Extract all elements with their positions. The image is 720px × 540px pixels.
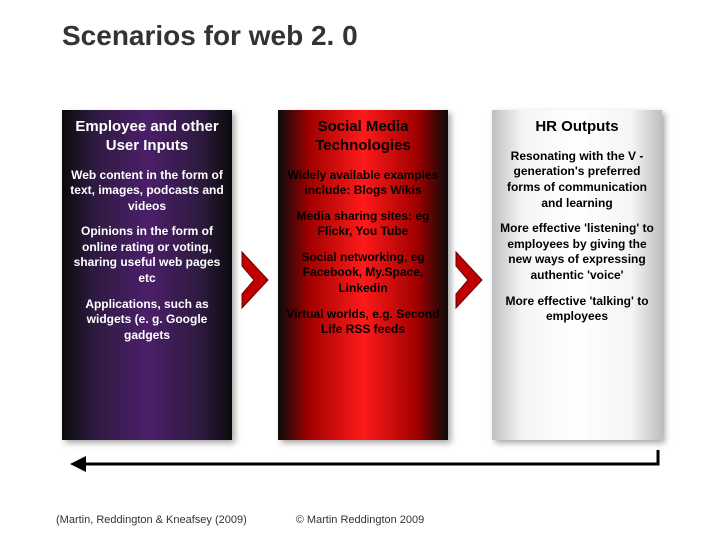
column-item: More effective 'talking' to employees — [498, 294, 656, 325]
column-employee-inputs: Employee and other User Inputs Web conte… — [62, 110, 232, 440]
column-header: Social Media Technologies — [284, 118, 442, 156]
column-header: HR Outputs — [498, 118, 656, 137]
column-item: Resonating with the V -generation's pref… — [498, 149, 656, 211]
column-social-media: Social Media Technologies Widely availab… — [278, 110, 448, 440]
column-item: Applications, such as widgets (e. g. Goo… — [68, 297, 226, 344]
column-item: Social networking, eg Facebook, My.Space… — [284, 250, 442, 297]
column-item: Widely available examples include: Blogs… — [284, 168, 442, 199]
column-item: Media sharing sites: eg Flickr, You Tube — [284, 209, 442, 240]
column-item: More effective 'listening' to employees … — [498, 221, 656, 283]
column-item: Web content in the form of text, images,… — [68, 168, 226, 215]
column-item: Virtual worlds, e.g. Second Life RSS fee… — [284, 307, 442, 338]
copyright-text: © Martin Reddington 2009 — [0, 514, 720, 526]
slide-title: Scenarios for web 2. 0 — [62, 20, 358, 52]
column-header: Employee and other User Inputs — [68, 118, 226, 156]
slide: Scenarios for web 2. 0 Employee and othe… — [0, 0, 720, 540]
feedback-arrow-icon — [68, 450, 664, 470]
column-hr-outputs: HR Outputs Resonating with the V -genera… — [492, 110, 662, 440]
column-item: Opinions in the form of online rating or… — [68, 224, 226, 286]
